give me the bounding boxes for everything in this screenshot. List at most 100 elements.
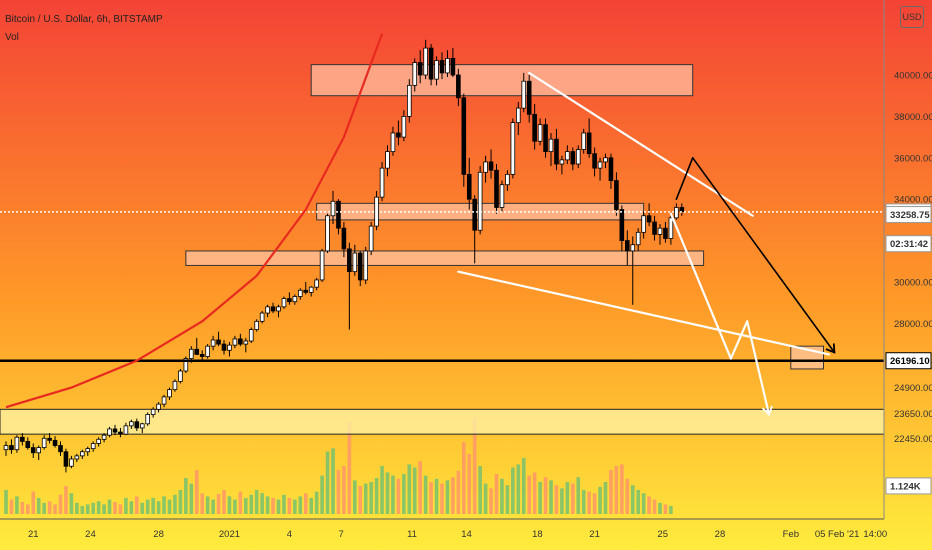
currency-button[interactable]: USD	[900, 6, 924, 28]
candle	[80, 449, 85, 459]
volume-bar	[467, 454, 472, 514]
volume-bar	[129, 501, 134, 514]
candle-body	[20, 436, 25, 442]
candle-body	[456, 74, 461, 99]
volume-bar	[167, 499, 172, 514]
candle	[456, 68, 461, 107]
volume-bar	[549, 480, 553, 514]
volume-bar	[96, 501, 101, 514]
candle-body	[575, 149, 581, 165]
candle-body	[161, 396, 167, 405]
candle-body	[221, 343, 227, 351]
candle-body	[41, 437, 47, 449]
candle-body	[466, 173, 472, 200]
volume-bar	[107, 499, 112, 514]
candle-body	[303, 289, 309, 293]
candle-body	[548, 138, 554, 152]
candle-body	[368, 225, 374, 252]
candle	[565, 145, 570, 165]
candle	[69, 455, 74, 469]
candle	[145, 412, 151, 426]
volume-bar	[303, 493, 308, 514]
volume-bar	[440, 483, 444, 514]
volume-bar	[565, 482, 570, 514]
candle	[101, 433, 107, 443]
candle	[532, 103, 537, 150]
x-tick-label: 4	[287, 529, 292, 540]
candle	[52, 436, 58, 448]
x-tick-label: 11	[407, 529, 417, 540]
volume-bar	[451, 477, 455, 514]
candle	[232, 335, 238, 349]
price-label-text: 02:31:42	[890, 239, 928, 250]
candle	[390, 126, 396, 156]
candle	[178, 368, 183, 384]
volume-bar	[156, 501, 161, 514]
volume-bar	[663, 504, 668, 514]
candle-body	[210, 339, 216, 347]
volume-bar	[205, 496, 210, 514]
y-tick-label: 24900.00	[894, 383, 932, 394]
volume-bar	[353, 480, 357, 514]
trendline-white	[729, 320, 749, 360]
y-tick-label: 22450.00	[894, 434, 932, 445]
candle	[543, 118, 548, 158]
volume-bar	[445, 480, 450, 514]
volume-bar	[118, 504, 123, 514]
volume-bar	[658, 502, 662, 514]
candle-body	[379, 167, 385, 198]
volume-bar	[614, 466, 619, 514]
candle-body	[232, 338, 238, 346]
candle	[314, 277, 319, 291]
trendline-white	[528, 71, 754, 217]
candle-body	[625, 240, 630, 252]
volume-bar	[113, 502, 117, 514]
candle-body	[385, 151, 390, 169]
candle	[608, 153, 614, 189]
volume-bar	[391, 475, 395, 514]
candle	[227, 342, 232, 357]
candle-body	[227, 344, 232, 351]
volume-bar	[276, 499, 281, 514]
candle	[183, 356, 189, 374]
candle	[477, 166, 483, 235]
x-tick-label: 2021	[219, 529, 240, 540]
volume-bar	[194, 470, 199, 514]
volume-bar	[47, 501, 52, 514]
price-label-text: 33258.75	[890, 210, 930, 221]
volume-bar	[521, 458, 526, 514]
x-tick-label: 05 Feb '21	[815, 529, 860, 540]
candle-body	[330, 200, 336, 217]
candle-body	[581, 132, 586, 150]
volume-bar	[69, 493, 74, 514]
candle-body	[657, 227, 663, 235]
candle-body	[494, 169, 499, 208]
candle	[221, 339, 227, 355]
volume-bar	[211, 499, 215, 514]
volume-bar	[434, 478, 439, 514]
candle	[90, 441, 96, 452]
candle	[96, 437, 101, 447]
candle-body	[85, 448, 91, 453]
volume-legend-label[interactable]: Vol	[5, 32, 19, 43]
candle	[635, 228, 641, 251]
volume-bar	[347, 422, 352, 514]
candle-body	[178, 370, 183, 382]
candle	[663, 221, 668, 243]
volume-bar	[483, 483, 488, 514]
candle-body	[461, 97, 467, 175]
candle-body	[390, 132, 396, 152]
candle	[581, 128, 586, 154]
candle	[439, 52, 445, 80]
volume-bar	[511, 467, 515, 514]
candle-body	[145, 414, 151, 425]
symbol-title[interactable]: Bitcoin / U.S. Dollar, 6h, BITSTAMP	[5, 14, 163, 25]
volume-bar	[380, 466, 384, 514]
volume-bar	[581, 490, 586, 514]
volume-bar	[238, 491, 243, 514]
volume-bar	[478, 466, 482, 514]
volume-bar	[293, 499, 297, 514]
volume-bar	[609, 470, 613, 514]
